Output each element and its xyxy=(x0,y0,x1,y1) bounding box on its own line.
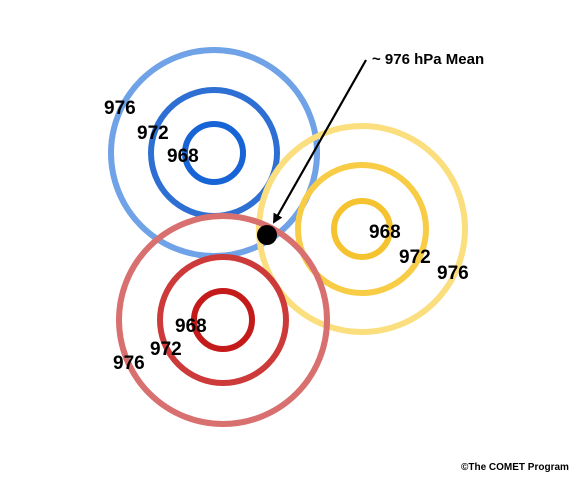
blue-inner-isobar xyxy=(182,121,246,185)
mean-annotation: ~ 976 hPa Mean xyxy=(372,51,484,68)
mean-point xyxy=(257,225,277,245)
yellow-inner-label: 968 xyxy=(369,222,401,243)
red-inner-isobar xyxy=(191,288,255,352)
blue-low-system: 976 972 968 xyxy=(104,47,320,259)
yellow-middle-isobar xyxy=(295,162,429,296)
yellow-outer-label: 976 xyxy=(437,263,469,284)
blue-inner-label: 968 xyxy=(167,146,199,167)
blue-outer-isobar xyxy=(108,47,320,259)
blue-outer-label: 976 xyxy=(104,98,136,119)
yellow-middle-label: 972 xyxy=(399,247,431,268)
yellow-outer-isobar xyxy=(256,123,468,335)
red-middle-isobar xyxy=(157,254,289,386)
yellow-inner-isobar xyxy=(331,198,393,260)
annotation-arrow xyxy=(273,59,367,224)
blue-middle-label: 972 xyxy=(137,123,169,144)
red-low-system: 968 972 976 xyxy=(113,213,330,427)
yellow-low-system: 968 972 976 xyxy=(256,123,469,335)
red-outer-label: 976 xyxy=(113,353,145,374)
red-inner-label: 968 xyxy=(175,316,207,337)
copyright-credit: ©The COMET Program xyxy=(461,462,569,473)
red-outer-isobar xyxy=(116,213,330,427)
red-middle-label: 972 xyxy=(150,339,182,360)
